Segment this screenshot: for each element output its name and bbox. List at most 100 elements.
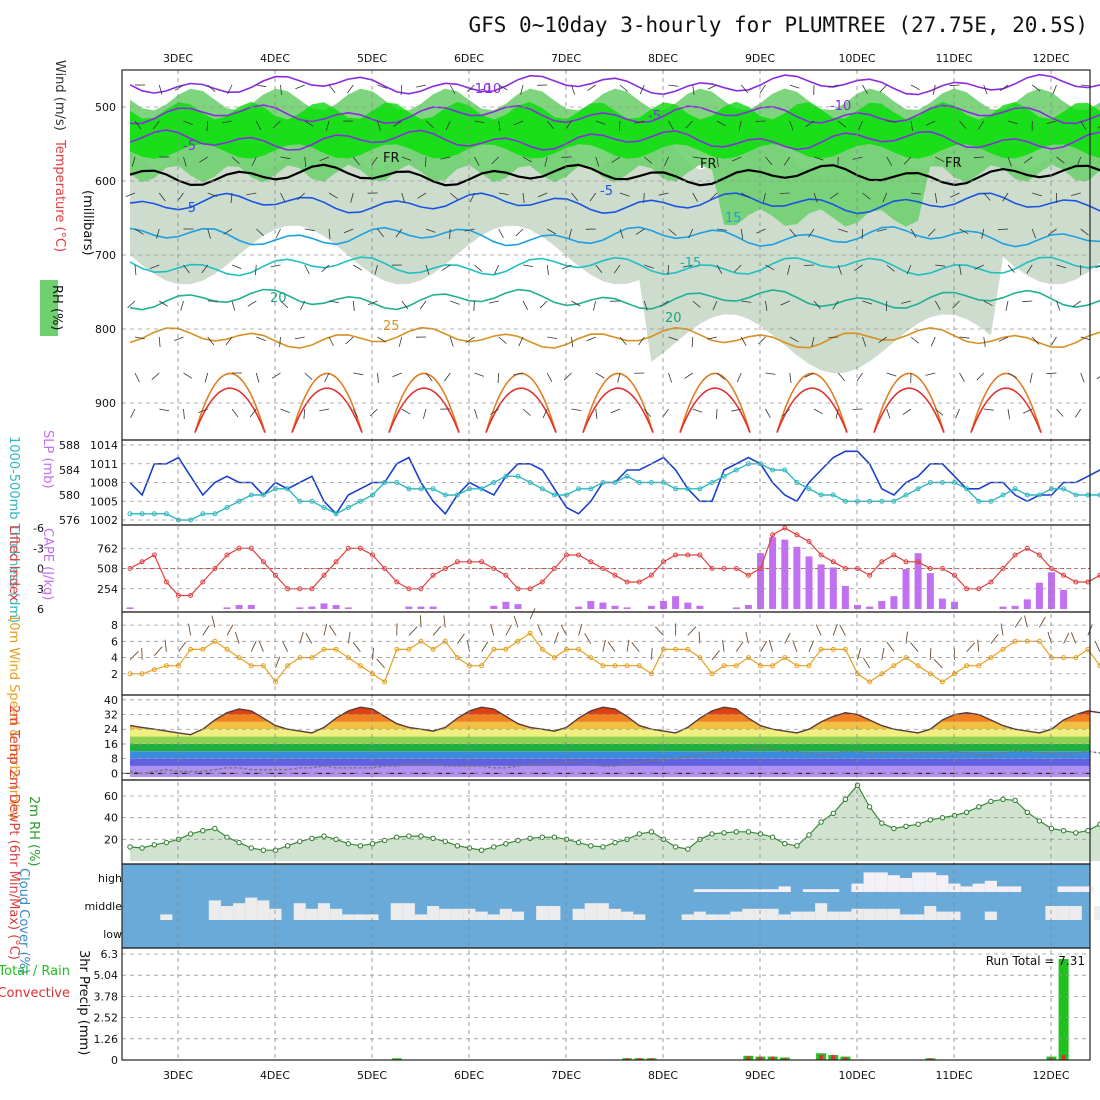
upper-wind-barb [668,228,677,236]
cape-bar [514,604,522,609]
lifted-index-point [1012,552,1018,558]
thickness-point [333,511,339,517]
upper-wind-barb [1007,156,1012,167]
cloud-middle-bar [390,903,403,920]
upper-wind-barb [571,408,582,411]
cape-bar [1023,599,1031,609]
lifted-index-point [903,559,909,565]
upper-wind-barb [910,192,921,195]
temperature-contour [129,129,1100,151]
y-tick-label: 4 [111,652,118,665]
cloud-high-bar [815,889,828,892]
cloud-high-bar [730,889,743,892]
y-tick-label: 2.52 [94,1012,119,1025]
wind-speed-point [794,663,800,669]
temperature-band [122,698,1090,707]
upper-wind-barb [716,372,725,380]
surface-wind-barb [408,626,418,636]
upper-wind-barb [377,120,381,131]
rh-point [491,844,497,850]
wind-speed-point [1097,663,1100,669]
bottom-day-label: 7DEC [551,1069,581,1082]
surface-wind-barb [305,632,313,644]
cloud-middle-bar [511,911,524,920]
contour-label: -10 [480,82,501,97]
upper-wind-barb [321,264,330,273]
wind-speed-point [163,663,169,669]
upper-wind-barb [444,372,451,382]
top-day-label: 10DEC [838,52,875,65]
surface-wind-barb [654,626,664,636]
upper-wind-barb [371,156,378,166]
surface-wind-barb [929,647,932,660]
upper-wind-barb [127,300,136,308]
y-tick-label: 0 [111,1054,118,1067]
upper-wind-barb [955,408,960,419]
upper-wind-barb [134,372,140,383]
slp-tick-label: 1011 [90,458,118,471]
upper-wind-barb [207,336,215,346]
upper-wind-barb [668,84,679,87]
cape-bar [817,564,825,609]
thickness-point [1000,492,1006,498]
upper-wind-barb [352,408,359,419]
temperature-band [130,721,1090,730]
surface-wind-barb [990,633,999,644]
thickness-tick-label: 588 [59,439,80,452]
upper-wind-barb [692,156,703,159]
upper-wind-barb [741,300,752,303]
upper-wind-barb [377,372,379,383]
y-tick-label: 40 [104,694,118,707]
cape-bar [490,605,498,609]
upper-wind-barb [319,408,330,412]
lifted-index-point [794,532,800,538]
upper-wind-barb [401,300,409,310]
upper-wind-barb [910,336,920,344]
thickness-point [1012,486,1018,492]
upper-wind-barb [837,120,847,128]
upper-wind-barb [304,228,315,232]
upper-wind-barb [659,300,669,307]
upper-wind-barb [595,156,600,167]
upper-wind-barb [319,156,330,162]
bottom-day-label: 12DEC [1032,1069,1069,1082]
surface-wind-barb [808,640,815,652]
cloud-middle-bar [257,900,270,920]
lifted-index-point [988,579,994,585]
thickness-point [806,486,812,492]
cape-bar [587,601,595,609]
upper-wind-barb [328,228,331,239]
cloud-middle-bar [802,911,815,920]
lifted-index-point [394,579,400,585]
thickness-point [200,511,206,517]
rh-point [685,846,691,852]
thickness-point [1036,492,1042,498]
precip-convective-bar [1049,1058,1054,1060]
cloud-middle-bar [754,908,767,920]
upper-wind-barb [473,300,475,312]
wind-speed-point [818,646,824,652]
upper-wind-barb [838,228,848,233]
wind-axis-title: Wind (m/s) [52,60,67,131]
upper-wind-barb [522,408,531,416]
cloud-middle-bar [633,914,646,920]
upper-wind-barb [401,192,406,203]
lifted-index-point [151,552,157,558]
upper-wind-barb [688,228,694,239]
upper-wind-barb [928,228,936,237]
upper-wind-barb [343,228,354,234]
cloud-middle-bar [984,911,997,920]
wind-speed-point [964,663,970,669]
wind-speed-point [248,663,254,669]
upper-wind-barb [638,336,645,346]
rh-point [854,782,861,788]
upper-wind-barb [270,264,281,268]
surface-wind-barb [457,633,465,644]
lifted-index-line [129,527,1100,597]
upper-wind-barb [976,372,985,381]
lifted-index-point [1073,579,1079,585]
cloud-middle-bar [924,906,937,920]
upper-wind-barb [280,156,291,160]
upper-wind-barb [910,120,913,131]
